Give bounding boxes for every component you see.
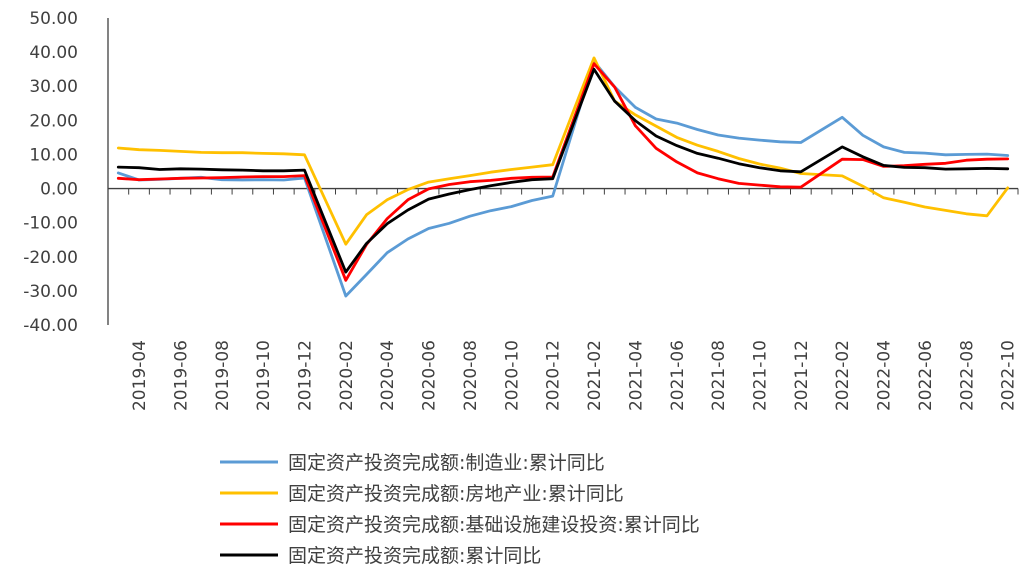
x-tick-label: 2022-02 [833, 340, 853, 411]
x-tick-label: 2021-12 [792, 340, 812, 411]
legend-label-1: 固定资产投资完成额:制造业:累计同比 [288, 452, 605, 474]
x-axis-tick-labels: 2019-04 2019-06 2019-08 2019-10 2019-12 2020-… [130, 340, 1019, 411]
x-tick-label: 2019-08 [213, 340, 233, 411]
x-tick-label: 2019-10 [254, 340, 274, 411]
y-tick-label: 50.00 [29, 9, 78, 29]
x-tick-label: 2020-04 [378, 340, 398, 411]
x-tick-label: 2020-02 [337, 340, 357, 411]
x-tick-label: 2019-06 [171, 340, 191, 411]
series-line-3 [116, 62, 1010, 282]
x-tick-label: 2022-04 [875, 340, 895, 411]
series-line-4 [116, 67, 1010, 274]
x-tick-label: 2019-12 [295, 340, 315, 411]
y-tick-label: 0.00 [40, 180, 78, 200]
legend-label-3: 固定资产投资完成额:基础设施建设投资:累计同比 [288, 514, 700, 536]
x-tick-label: 2019-04 [130, 340, 150, 411]
y-tick-label: -20.00 [23, 248, 78, 268]
x-tick-label: 2020-12 [544, 340, 564, 411]
series-line-2 [116, 56, 1010, 246]
series-lines [116, 56, 1010, 298]
x-tick-label: 2021-10 [750, 340, 770, 411]
y-tick-label: 40.00 [29, 43, 78, 63]
legend-label-2: 固定资产投资完成额:房地产业:累计同比 [288, 483, 624, 505]
y-tick-label: -10.00 [23, 214, 78, 234]
x-tick-label: 2022-10 [999, 340, 1019, 411]
y-tick-label: 10.00 [29, 145, 78, 165]
x-tick-label: 2020-08 [461, 340, 481, 411]
y-axis-tick-labels: 50.00 40.00 30.00 20.00 10.00 0.00 -10.00 -20.0… [23, 9, 78, 336]
x-tick-label: 2021-06 [668, 340, 688, 411]
x-tick-label: 2020-10 [502, 340, 522, 411]
y-tick-label: -30.00 [23, 282, 78, 302]
legend-label-4: 固定资产投资完成额:累计同比 [288, 545, 541, 567]
x-tick-label: 2022-08 [957, 340, 977, 411]
y-tick-label: 30.00 [29, 77, 78, 97]
x-tick-label: 2021-02 [585, 340, 605, 411]
x-tick-label: 2022-06 [916, 340, 936, 411]
series-line-1 [116, 59, 1010, 298]
x-tick-label: 2021-08 [709, 340, 729, 411]
legend: 固定资产投资完成额:制造业:累计同比固定资产投资完成额:房地产业:累计同比固定资… [220, 452, 700, 567]
x-tick-label: 2021-04 [626, 340, 646, 411]
y-tick-label: 20.00 [29, 111, 78, 131]
y-tick-label: -40.00 [23, 316, 78, 336]
x-tick-label: 2020-06 [420, 340, 440, 411]
